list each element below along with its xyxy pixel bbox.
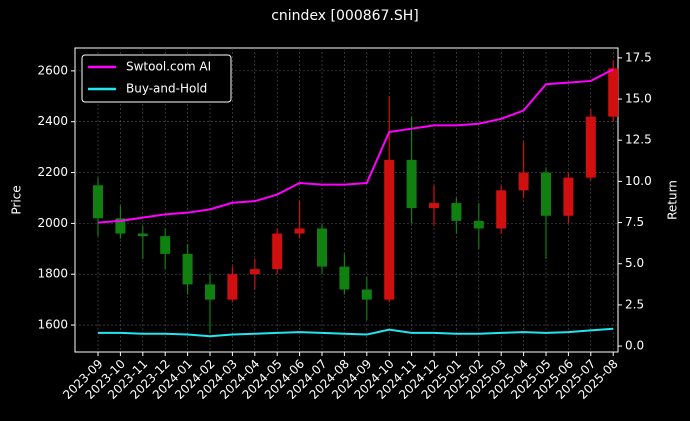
chart-title: cnindex [000867.SH]	[271, 8, 419, 24]
candle-body	[541, 172, 551, 216]
y-axis-label: Price	[10, 185, 24, 214]
candle-body	[608, 68, 619, 117]
candle-body	[496, 190, 507, 229]
candle-body	[272, 233, 283, 270]
y-tick-label: 2200	[37, 165, 68, 179]
candle-body	[227, 274, 238, 300]
candle-body	[182, 253, 193, 285]
candle-body	[361, 289, 372, 300]
candle-body	[518, 172, 529, 191]
y2-tick-label: 17.5	[625, 50, 652, 64]
candle-body	[93, 185, 103, 219]
candle-body	[451, 203, 462, 221]
legend: Swtool.com AI Buy-and-Hold	[81, 54, 232, 103]
candle-body	[406, 159, 417, 209]
y2-tick-label: 0.0	[625, 339, 644, 353]
candle-body	[339, 266, 350, 290]
y2-axis-label: Return	[666, 180, 680, 220]
y2-tick-label: 7.5	[625, 215, 644, 229]
series-line	[97, 68, 614, 224]
candle-body	[473, 220, 484, 229]
y2-tick-label: 2.5	[625, 297, 644, 311]
candle-body	[249, 269, 260, 275]
series-line	[98, 327, 614, 338]
legend-label: Swtool.com AI	[126, 60, 211, 74]
y-tick-label: 2400	[37, 114, 68, 128]
legend-box	[81, 54, 232, 103]
candle-body	[205, 284, 215, 300]
y2-tick-label: 10.0	[625, 174, 652, 188]
candle-body	[137, 233, 148, 237]
y2-tick-label: 5.0	[625, 256, 644, 270]
candle-body	[160, 236, 171, 254]
y-tick-label: 1800	[37, 267, 68, 281]
candle-body	[563, 177, 574, 216]
y-tick-label: 2600	[37, 63, 68, 77]
y-tick-label: 2000	[37, 216, 68, 230]
candle-body	[384, 159, 395, 300]
candle-body	[585, 116, 596, 178]
y-tick-label: 1600	[37, 318, 68, 332]
candle-body	[115, 218, 126, 234]
y2-tick-label: 12.5	[625, 133, 652, 147]
candle-body	[429, 203, 439, 209]
candle-body	[294, 228, 305, 234]
candle-body	[317, 228, 327, 267]
y2-tick-label: 15.0	[625, 92, 652, 106]
legend-label: Buy-and-Hold	[126, 82, 207, 96]
